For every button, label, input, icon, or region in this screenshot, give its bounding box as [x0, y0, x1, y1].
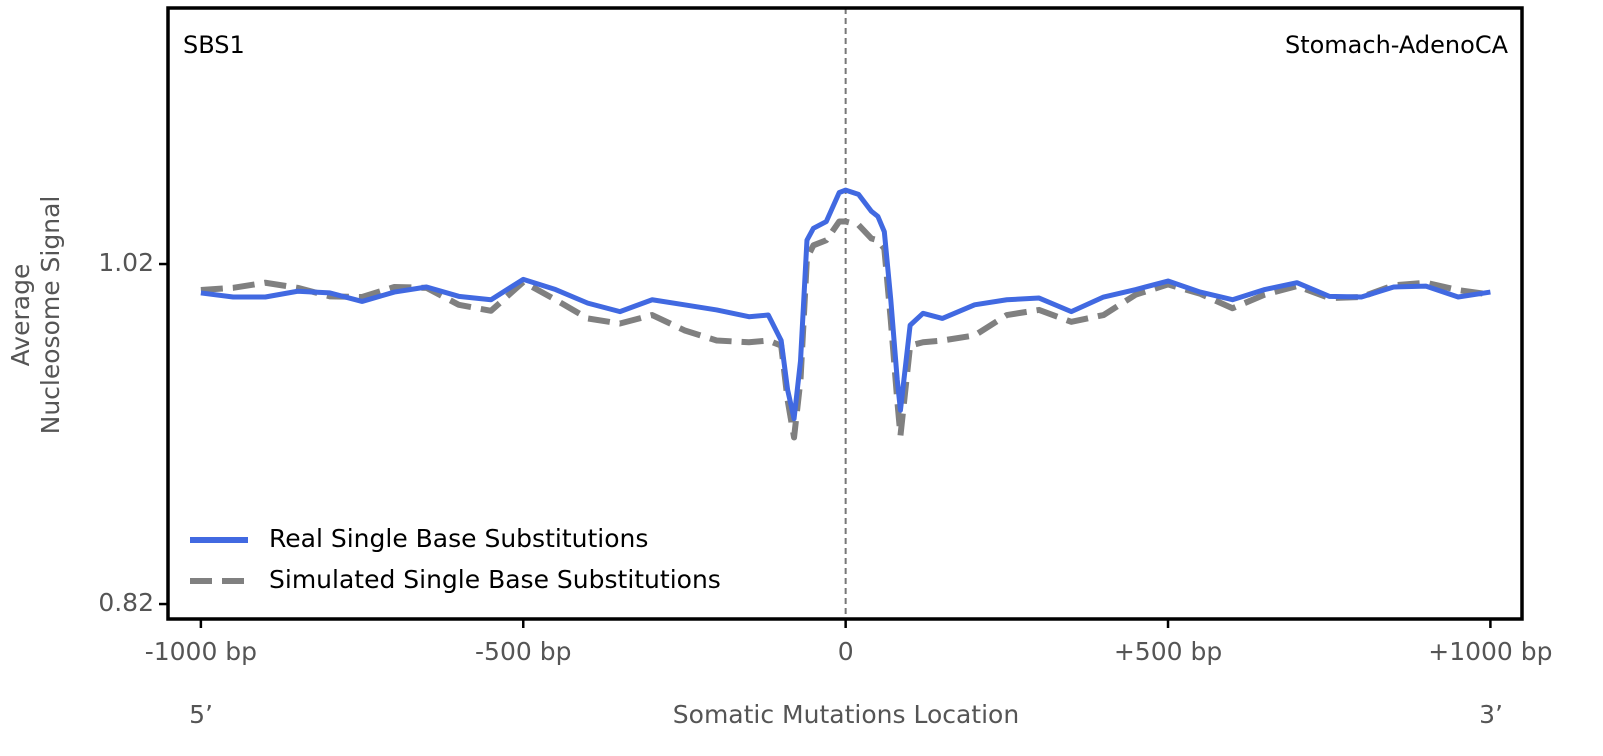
three-prime-label: 3’	[1479, 700, 1503, 729]
legend-label: Real Single Base Substitutions	[269, 524, 648, 553]
y-axis-label: Average	[6, 264, 35, 367]
x-tick-label: -500 bp	[475, 637, 571, 666]
x-tick-label: 0	[838, 637, 854, 666]
x-axis-label: Somatic Mutations Location	[673, 700, 1019, 729]
x-tick-label: -1000 bp	[145, 637, 257, 666]
cancer-type-label: Stomach-AdenoCA	[1285, 31, 1509, 59]
y-axis-label: Nucleosome Signal	[36, 196, 65, 435]
y-tick-label: 1.02	[98, 248, 154, 277]
y-tick-label: 0.82	[98, 588, 154, 617]
five-prime-label: 5’	[189, 700, 213, 729]
plot-frame	[166, 6, 1524, 621]
legend-label: Simulated Single Base Substitutions	[269, 565, 721, 594]
x-tick-label: +1000 bp	[1428, 637, 1552, 666]
data-line	[200, 187, 1491, 422]
x-tick-label: +500 bp	[1114, 637, 1222, 666]
signature-label: SBS1	[183, 31, 245, 59]
